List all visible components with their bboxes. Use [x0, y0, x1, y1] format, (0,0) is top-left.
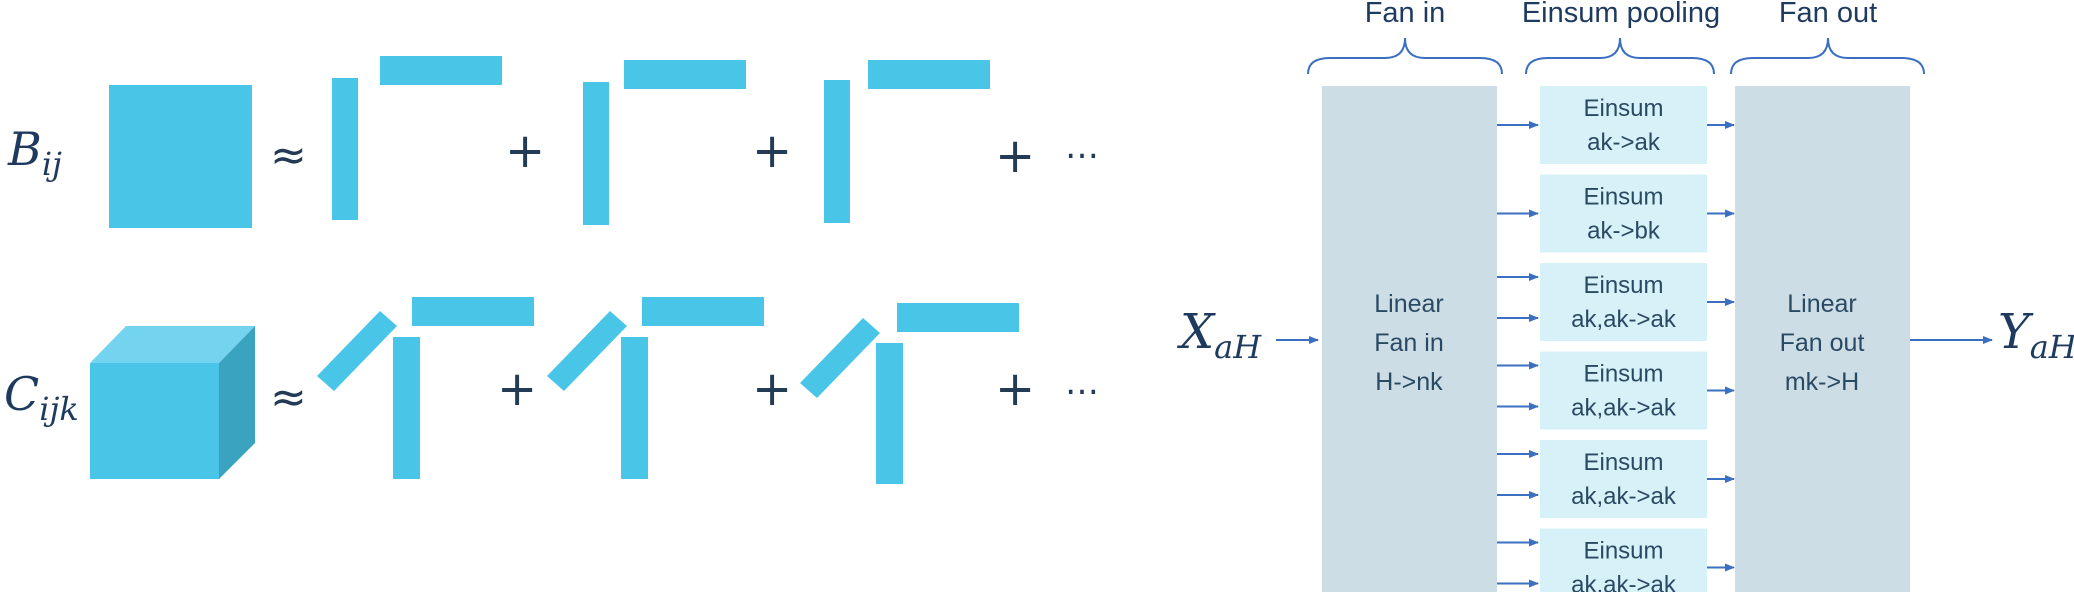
- row-vector: [624, 60, 746, 89]
- matrix-b-square: [109, 85, 252, 228]
- fan-in-header: Fan in: [1365, 0, 1446, 29]
- diagonal-vector: [547, 311, 627, 391]
- ellipsis: …: [1065, 363, 1099, 403]
- einsum-pooling-brace: [1525, 37, 1715, 75]
- fan-out-line-2: Fan out: [1780, 329, 1865, 357]
- fan-out-header: Fan out: [1779, 0, 1877, 29]
- row-vector: [897, 303, 1019, 332]
- row-vector: [868, 60, 990, 89]
- column-vector: [332, 78, 358, 220]
- fan-out-brace: [1730, 37, 1925, 75]
- einsum-expression: ak,ak->ak: [1571, 306, 1677, 333]
- einsum-title: Einsum: [1583, 184, 1663, 211]
- ellipsis: …: [1065, 127, 1099, 167]
- row-vector: [642, 297, 764, 326]
- einsum-box-bg: [1540, 86, 1707, 164]
- einsum-expression: ak,ak->ak: [1571, 572, 1677, 592]
- matrix-decomposition-row: Bij ≈ + + + …: [7, 56, 1099, 228]
- column-vector: [393, 337, 420, 479]
- diagonal-vector: [317, 311, 397, 391]
- diagonal-vector: [800, 318, 880, 398]
- einsum-box: Einsum ak,ak->ak: [1497, 351, 1735, 430]
- column-vector: [621, 337, 648, 479]
- tensor-c-cube: [90, 326, 255, 479]
- fan-out-line-3: mk->H: [1785, 368, 1859, 396]
- tensor-decomposition-row: Cijk ≈ + + + …: [4, 297, 1099, 484]
- einsum-pooling-header: Einsum pooling: [1522, 0, 1720, 29]
- input-x-label: XaH: [1176, 304, 1262, 366]
- einsum-box-bg: [1540, 440, 1707, 518]
- fan-in-panel: [1322, 86, 1497, 592]
- plus-symbol: +: [995, 361, 1035, 417]
- approx-symbol: ≈: [270, 372, 307, 423]
- einsum-box-bg: [1540, 174, 1707, 253]
- einsum-box-bg: [1540, 528, 1707, 592]
- plus-symbol: +: [752, 123, 792, 179]
- einsum-title: Einsum: [1583, 95, 1663, 122]
- einsum-title: Einsum: [1583, 538, 1663, 565]
- einsum-architecture: Fan in Einsum pooling Fan out XaH YaH Li…: [1176, 0, 2074, 592]
- plus-symbol: +: [995, 128, 1035, 184]
- fan-out-panel: [1735, 86, 1910, 592]
- fan-out-line-1: Linear: [1787, 290, 1857, 318]
- column-vector: [876, 343, 903, 484]
- plus-symbol: +: [505, 123, 545, 179]
- column-vector: [583, 82, 609, 225]
- approx-symbol: ≈: [270, 130, 307, 181]
- einsum-box-bg: [1540, 263, 1707, 341]
- einsum-expression: ak->ak: [1587, 129, 1661, 156]
- einsum-box: Einsum ak,ak->ak: [1497, 528, 1735, 592]
- fan-in-line-2: Fan in: [1374, 329, 1443, 357]
- einsum-box-bg: [1540, 351, 1707, 430]
- plus-symbol: +: [752, 361, 792, 417]
- einsum-box: Einsum ak,ak->ak: [1497, 440, 1735, 518]
- output-y-label: YaH: [1998, 304, 2074, 366]
- einsum-title: Einsum: [1583, 361, 1663, 388]
- einsum-expression: ak,ak->ak: [1571, 483, 1677, 510]
- plus-symbol: +: [497, 361, 537, 417]
- fan-in-brace: [1307, 37, 1503, 75]
- einsum-expression: ak,ak->ak: [1571, 395, 1677, 422]
- einsum-expression: ak->bk: [1587, 218, 1661, 245]
- einsum-boxes: Einsumak->akEinsumak->bkEinsumak,ak->akE…: [1497, 86, 1735, 592]
- tensor-label: Cijk: [4, 367, 79, 428]
- row-vector: [412, 297, 534, 326]
- einsum-box: Einsum ak->ak: [1497, 86, 1735, 164]
- row-vector: [380, 56, 502, 85]
- einsum-title: Einsum: [1583, 449, 1663, 476]
- fan-in-line-1: Linear: [1374, 290, 1444, 318]
- fan-in-line-3: H->nk: [1375, 368, 1443, 396]
- einsum-box: Einsum ak->bk: [1497, 174, 1735, 253]
- matrix-label: Bij: [7, 122, 62, 183]
- einsum-box: Einsum ak,ak->ak: [1497, 263, 1735, 341]
- column-vector: [824, 80, 850, 223]
- einsum-title: Einsum: [1583, 272, 1663, 299]
